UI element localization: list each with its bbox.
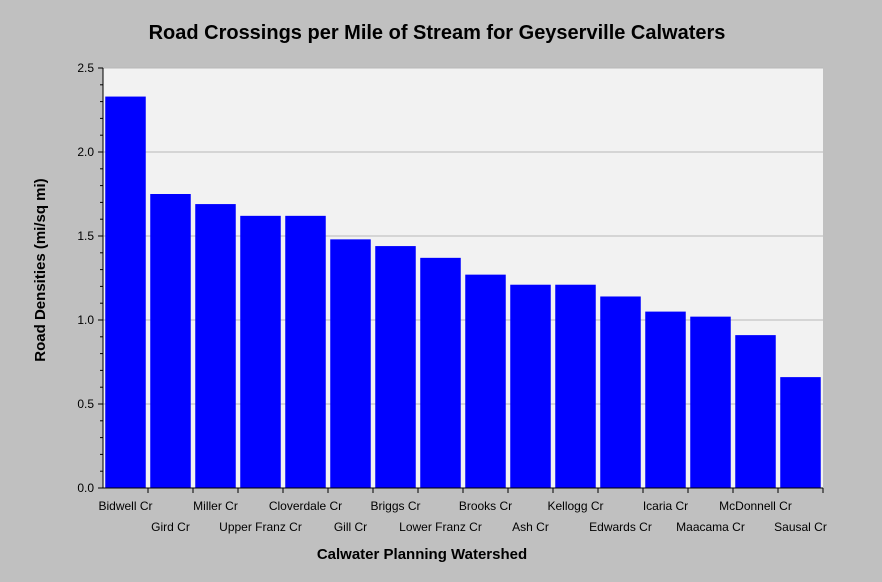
bar-lower-franz-cr xyxy=(420,257,461,488)
bar-ash-cr xyxy=(510,284,551,488)
x-category-label: Sausal Cr xyxy=(774,520,827,534)
y-tick-label: 1.5 xyxy=(77,229,94,243)
x-category-label: Lower Franz Cr xyxy=(399,520,482,534)
x-category-label: Cloverdale Cr xyxy=(269,499,342,513)
bars xyxy=(105,96,821,488)
chart-title: Road Crossings per Mile of Stream for Ge… xyxy=(149,22,726,44)
x-category-label: Miller Cr xyxy=(193,499,238,513)
x-category-label: Briggs Cr xyxy=(370,499,420,513)
bar-gill-cr xyxy=(330,239,371,488)
x-category-label: Icaria Cr xyxy=(643,499,688,513)
x-category-label: McDonnell Cr xyxy=(719,499,792,513)
x-category-label: Kellogg Cr xyxy=(547,499,603,513)
bar-sausal-cr xyxy=(780,377,821,488)
bar-miller-cr xyxy=(195,204,236,488)
bar-bidwell-cr xyxy=(105,96,146,488)
x-category-label: Gill Cr xyxy=(334,520,367,534)
bar-briggs-cr xyxy=(375,246,416,488)
y-tick-label: 0.5 xyxy=(77,397,94,411)
x-category-label: Bidwell Cr xyxy=(98,499,152,513)
axes xyxy=(102,68,824,493)
x-category-label: Ash Cr xyxy=(512,520,549,534)
x-axis-title: Calwater Planning Watershed xyxy=(317,546,527,563)
y-tick-label: 2.5 xyxy=(77,61,94,75)
bar-maacama-cr xyxy=(690,316,731,488)
y-axis-ticks: 0.0 0.5 1.0 1.5 2.0 2.5 xyxy=(77,61,103,495)
y-tick-label: 2.0 xyxy=(77,145,94,159)
x-category-label: Gird Cr xyxy=(151,520,190,534)
x-category-label: Brooks Cr xyxy=(459,499,512,513)
bar-kellogg-cr xyxy=(555,284,596,488)
y-tick-label: 0.0 xyxy=(77,481,94,495)
bar-icaria-cr xyxy=(645,311,686,488)
y-axis-title: Road Densities (mi/sq mi) xyxy=(32,178,49,361)
bar-cloverdale-cr xyxy=(285,215,326,488)
x-category-label: Upper Franz Cr xyxy=(219,520,302,534)
y-tick-label: 1.0 xyxy=(77,313,94,327)
bar-upper-franz-cr xyxy=(240,215,281,488)
x-category-label: Edwards Cr xyxy=(589,520,652,534)
bar-brooks-cr xyxy=(465,274,506,488)
bar-gird-cr xyxy=(150,194,191,488)
x-category-label: Maacama Cr xyxy=(676,520,745,534)
bar-mcdonnell-cr xyxy=(735,335,776,488)
bar-edwards-cr xyxy=(600,296,641,488)
